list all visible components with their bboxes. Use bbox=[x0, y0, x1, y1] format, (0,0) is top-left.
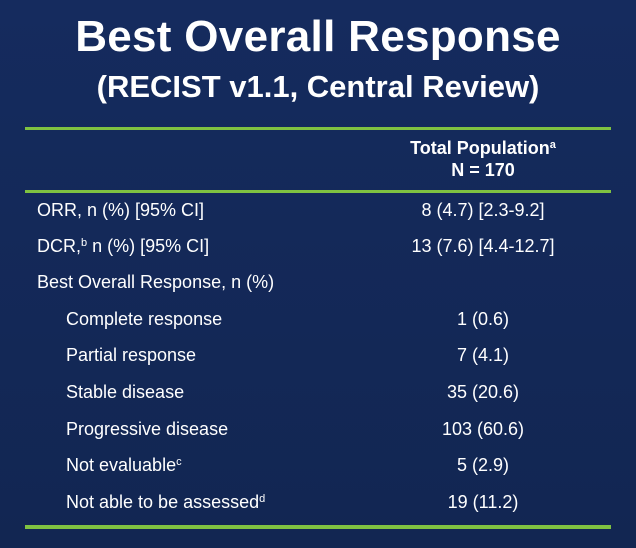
table-row-partial-response: Partial response 7 (4.1) bbox=[0, 337, 636, 373]
table-row-not-evaluable: Not evaluablec 5 (2.9) bbox=[0, 447, 636, 483]
row-label: DCR,b n (%) [95% CI] bbox=[37, 228, 209, 264]
column-header-footnote: a bbox=[549, 139, 556, 151]
table-header-rule bbox=[25, 190, 611, 193]
table-row-progressive-disease: Progressive disease 103 (60.6) bbox=[0, 411, 636, 447]
row-label-text: Not evaluable bbox=[66, 455, 177, 475]
row-label-text: Not able to be assessed bbox=[66, 492, 260, 512]
row-label: Progressive disease bbox=[66, 419, 229, 439]
row-value: 1 (0.6) bbox=[456, 309, 510, 329]
column-header-n: N = 170 bbox=[451, 160, 515, 180]
column-header-label: Total Population bbox=[410, 138, 550, 158]
table-row-not-able-to-be-assessed: Not able to be assessedd 19 (11.2) bbox=[0, 484, 636, 520]
table-row-best-overall-response: Best Overall Response, n (%) bbox=[0, 264, 636, 300]
table-row-dcr: DCR,b n (%) [95% CI] 13 (7.6) [4.4-12.7] bbox=[0, 228, 636, 264]
row-label-footnote: c bbox=[176, 456, 182, 468]
row-label: ORR, n (%) [95% CI] bbox=[37, 200, 205, 220]
row-value: 8 (4.7) [2.3-9.2] bbox=[421, 200, 545, 220]
row-value: 103 (60.6) bbox=[441, 419, 525, 439]
row-label-suffix: n (%) [95% CI] bbox=[87, 236, 210, 256]
row-label: Partial response bbox=[66, 345, 197, 365]
table-row-stable-disease: Stable disease 35 (20.6) bbox=[0, 374, 636, 410]
column-header-total-population: Total Populationa N = 170 bbox=[370, 137, 596, 181]
row-value: 5 (2.9) bbox=[456, 455, 510, 475]
row-label-footnote: d bbox=[259, 493, 266, 505]
row-value: 7 (4.1) bbox=[456, 345, 510, 365]
table-bottom-rule bbox=[25, 525, 611, 529]
table-row-complete-response: Complete response 1 (0.6) bbox=[0, 301, 636, 337]
row-label: Stable disease bbox=[66, 382, 185, 402]
row-label: Best Overall Response, n (%) bbox=[37, 272, 275, 292]
slide-title: Best Overall Response bbox=[75, 12, 561, 61]
row-label: Not evaluablec bbox=[66, 447, 182, 483]
slide-subtitle: (RECIST v1.1, Central Review) bbox=[96, 69, 540, 104]
row-label: Complete response bbox=[66, 309, 223, 329]
row-value: 13 (7.6) [4.4-12.7] bbox=[411, 236, 555, 256]
row-label-footnote: b bbox=[81, 237, 88, 249]
row-value: 19 (11.2) bbox=[447, 492, 519, 512]
row-label-prefix: DCR, bbox=[37, 236, 81, 256]
table-top-rule bbox=[25, 127, 611, 130]
row-label: Not able to be assessedd bbox=[66, 484, 265, 520]
row-value: 35 (20.6) bbox=[446, 382, 520, 402]
table-row-orr: ORR, n (%) [95% CI] 8 (4.7) [2.3-9.2] bbox=[0, 192, 636, 228]
